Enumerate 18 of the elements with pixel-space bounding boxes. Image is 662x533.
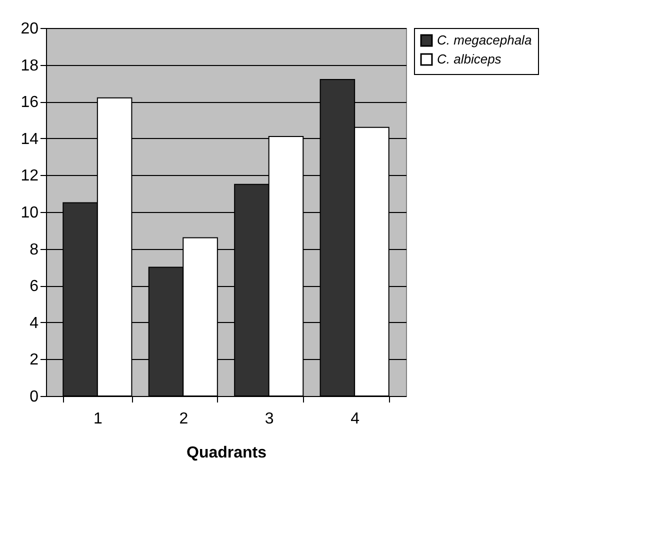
y-tick-label: 18 bbox=[20, 57, 39, 74]
x-tick-label: 1 bbox=[93, 410, 102, 428]
y-tick-label: 6 bbox=[30, 278, 39, 296]
y-tick-label: 12 bbox=[20, 168, 39, 185]
y-tick-label: 14 bbox=[20, 130, 39, 148]
y-tick-label: 8 bbox=[30, 241, 39, 258]
y-tick-label: 0 bbox=[30, 388, 39, 406]
legend-label: C. albiceps bbox=[437, 52, 502, 66]
x-axis-title: Quadrants bbox=[186, 444, 267, 462]
y-tick-label: 16 bbox=[20, 94, 39, 112]
y-tick-label: 20 bbox=[20, 20, 39, 38]
y-tick-label: 10 bbox=[20, 204, 39, 222]
y-tick-label: 2 bbox=[30, 352, 39, 369]
x-tick-label: 2 bbox=[179, 410, 188, 428]
legend-label: C. megacephala bbox=[437, 32, 532, 48]
x-tick-label: 3 bbox=[264, 410, 274, 428]
y-tick-label: 4 bbox=[30, 314, 39, 332]
x-tick-label: 4 bbox=[350, 410, 360, 428]
